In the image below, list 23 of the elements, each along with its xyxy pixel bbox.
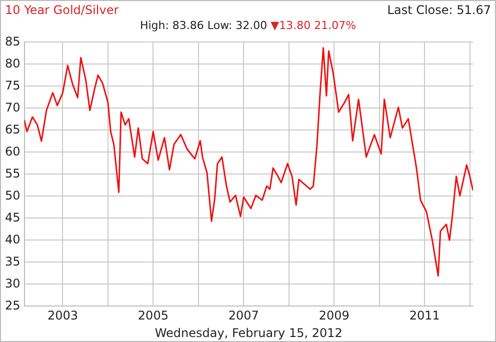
x-tick-label: 2003	[47, 308, 78, 323]
y-tick-label: 35	[4, 254, 20, 268]
y-tick-label: 30	[4, 276, 20, 290]
y-tick-label: 85	[4, 34, 20, 48]
chart-subtitle: High: 83.86 Low: 32.00	[140, 19, 268, 32]
y-tick-label: 25	[4, 298, 20, 312]
y-tick-label: 80	[4, 56, 20, 70]
text: Last Close: 51.67	[387, 3, 491, 17]
y-tick-label: 60	[4, 144, 20, 158]
y-tick-label: 40	[4, 232, 20, 246]
y-tick-label: 70	[4, 100, 20, 114]
x-tick-label: 2005	[138, 308, 168, 323]
y-tick-label: 65	[4, 122, 20, 136]
y-tick-label: 50	[4, 188, 20, 202]
y-tick-label: 75	[4, 78, 20, 92]
x-tick-label: 2007	[228, 308, 259, 323]
y-tick-label: 55	[4, 166, 20, 180]
text: ▼13.80 21.07%	[270, 19, 356, 32]
x-axis-title: Wednesday, February 15, 2012	[154, 326, 342, 340]
chart-title: 10 Year Gold/Silver	[5, 3, 119, 17]
x-tick-label: 2009	[318, 308, 350, 323]
y-tick-label: 45	[4, 210, 20, 224]
x-tick-label: 2011	[409, 308, 440, 323]
